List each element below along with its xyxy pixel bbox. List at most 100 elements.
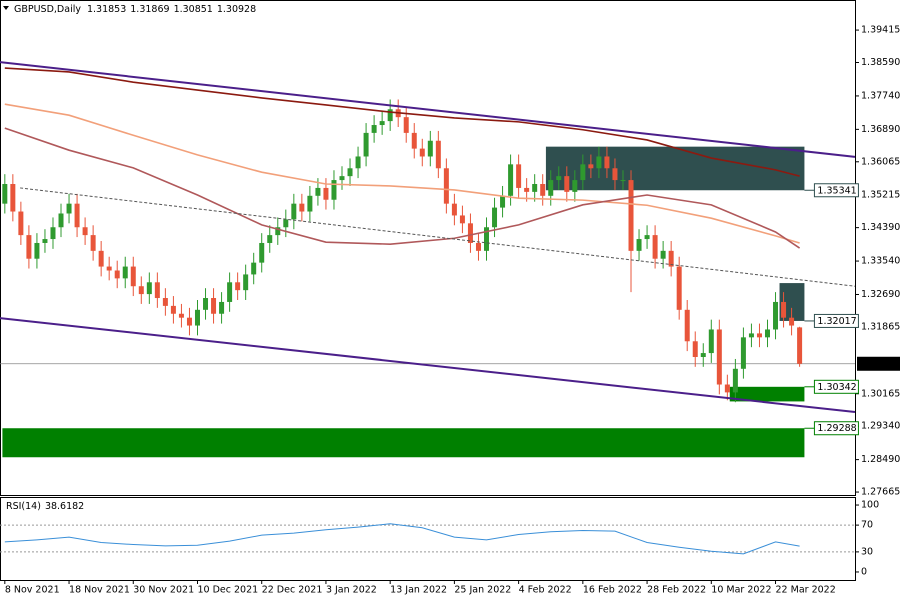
line-series	[4, 67, 800, 177]
x-tick-label: 10 Mar 2022	[711, 585, 771, 596]
candle-body	[443, 168, 449, 204]
indicator-tick-label: 30	[861, 546, 873, 557]
candle-body	[170, 305, 176, 314]
candle-body	[10, 184, 16, 212]
candle-body	[797, 327, 803, 364]
indicator-tick-label: 100	[861, 500, 879, 511]
candle-body	[307, 195, 313, 212]
candle-body	[355, 156, 361, 169]
candle-body	[789, 317, 795, 326]
candle-body	[540, 184, 546, 196]
line-series	[0, 61, 856, 158]
candle-body	[459, 215, 465, 224]
candle-body	[596, 156, 602, 169]
y-tick-label: 1.35215	[861, 190, 900, 201]
candle-body	[82, 227, 88, 236]
candle-body	[684, 309, 690, 342]
candle-body	[548, 180, 554, 196]
zone-level-label: 1.35341	[817, 185, 856, 196]
candle-body	[628, 180, 634, 251]
zone-level-box	[813, 379, 859, 394]
candle-body	[371, 125, 377, 133]
candle-body	[379, 121, 385, 126]
indicator-tick-label: 0	[861, 566, 867, 577]
candle-body	[700, 353, 706, 357]
candle-body	[500, 195, 506, 208]
candle-body	[26, 235, 32, 259]
candle-body	[2, 184, 8, 204]
y-tick-label: 1.29340	[861, 421, 900, 432]
x-tick-label: 30 Nov 2021	[133, 585, 194, 596]
close-value: 1.30928	[217, 4, 256, 15]
candle-body	[451, 203, 457, 216]
high-value: 1.31869	[130, 4, 169, 15]
zone-level-label: 1.30342	[817, 382, 856, 393]
candle-body	[146, 282, 152, 295]
zone-level-box	[813, 421, 859, 436]
candle-body	[644, 235, 650, 240]
candle-body	[524, 187, 530, 192]
x-tick-label: 16 Feb 2022	[583, 585, 642, 596]
candle-body	[419, 148, 425, 157]
x-tick-label: 18 Nov 2021	[69, 585, 130, 596]
candle-body	[708, 329, 714, 354]
y-tick-label: 1.32690	[861, 289, 900, 300]
low-value: 1.30851	[174, 4, 213, 15]
candle-body	[50, 227, 56, 240]
y-tick-label: 1.27665	[861, 487, 900, 498]
candle-body	[748, 333, 754, 338]
candle-body	[34, 242, 40, 259]
candle-body	[291, 203, 297, 220]
y-tick-label: 1.36065	[861, 156, 900, 167]
zone-level-label: 1.29288	[817, 423, 856, 434]
candle-body	[532, 184, 538, 192]
candle-body	[492, 207, 498, 228]
menu-arrow[interactable]	[3, 6, 9, 10]
candle-body	[323, 187, 329, 200]
candle-body	[363, 132, 369, 157]
indicator-panel	[0, 497, 856, 581]
candle-body	[604, 156, 610, 169]
candle-body	[781, 301, 787, 318]
y-tick-label: 1.30165	[861, 388, 900, 399]
candle-body	[299, 203, 305, 212]
candle-body	[612, 168, 618, 181]
candle-body	[267, 235, 273, 243]
candle-body	[243, 274, 249, 291]
x-tick-label: 3 Jan 2022	[326, 585, 377, 596]
y-tick-label: 1.31865	[861, 321, 900, 332]
indicator-line	[4, 523, 800, 555]
candle-body	[339, 176, 345, 181]
candle-body	[130, 266, 136, 287]
candle-body	[387, 109, 393, 122]
y-tick-label: 1.34390	[861, 222, 900, 233]
candle-body	[636, 239, 642, 251]
line-series	[0, 317, 856, 414]
y-tick-label: 1.39415	[861, 25, 900, 36]
line-series	[20, 187, 856, 287]
candle-body	[516, 164, 522, 188]
zone-level-label: 1.32017	[817, 316, 856, 327]
candle-body	[98, 250, 104, 267]
indicator-name: RSI(14)	[6, 501, 41, 512]
x-tick-label: 28 Feb 2022	[647, 585, 706, 596]
candle-body	[18, 211, 24, 236]
y-tick-label: 1.33540	[861, 256, 900, 267]
candle-body	[315, 187, 321, 196]
zone	[545, 146, 805, 191]
candle-body	[154, 282, 160, 299]
y-tick-label: 1.28490	[861, 454, 900, 465]
candle-body	[740, 337, 746, 369]
candle-body	[203, 298, 209, 310]
candle-body	[572, 180, 578, 192]
symbol: GBPUSD,Daily	[14, 4, 81, 15]
candle-body	[620, 180, 626, 182]
candle-body	[564, 176, 570, 192]
candle-body	[475, 242, 481, 251]
x-tick-label: 10 Dec 2021	[197, 585, 258, 596]
candle-body	[58, 213, 64, 228]
candle-body	[331, 180, 337, 200]
candle-body	[42, 239, 48, 243]
open-value: 1.31853	[87, 4, 126, 15]
indicator-tick-label: 70	[861, 520, 873, 531]
